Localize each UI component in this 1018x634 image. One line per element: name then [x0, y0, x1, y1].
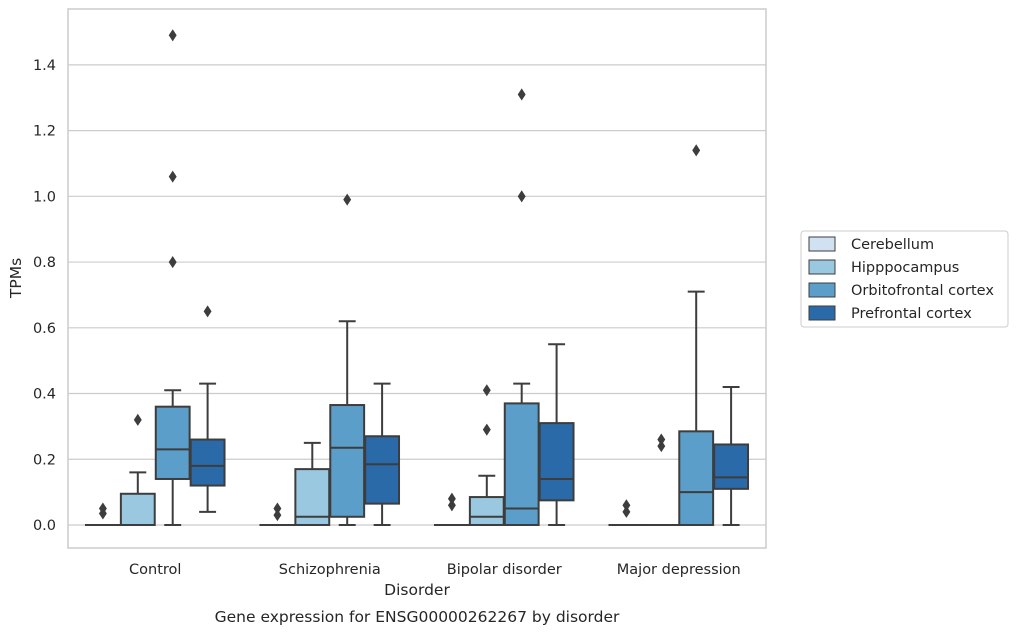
x-axis-label: Disorder — [384, 581, 450, 599]
outlier-point — [447, 499, 456, 512]
outlier-point — [273, 509, 282, 522]
legend-swatch — [808, 282, 836, 298]
box-1-2 — [329, 193, 366, 526]
box — [119, 492, 156, 526]
box — [329, 404, 366, 518]
box-2-2 — [503, 88, 540, 526]
box-2-1 — [468, 384, 505, 526]
outlier-point — [517, 88, 526, 101]
legend-label: Orbitofrontal cortex — [851, 283, 994, 299]
plot-frame — [67, 8, 767, 549]
outlier-point — [692, 144, 701, 157]
outlier-point — [168, 256, 177, 269]
box-3-3 — [713, 385, 750, 526]
box-layer — [84, 29, 750, 527]
outlier-point — [447, 492, 456, 505]
outlier-point — [657, 440, 666, 453]
x-tick-labels: Control Schizophrenia Bipolar disorder Majo… — [129, 562, 741, 578]
box — [503, 402, 540, 526]
legend: Cerebellum Hipppocampus Orbitofrontal cort… — [800, 230, 1009, 328]
box-2-3 — [538, 343, 575, 526]
box — [713, 443, 750, 490]
box — [468, 496, 505, 526]
outlier-point — [133, 413, 142, 426]
box-0-1 — [119, 413, 156, 526]
y-tick-label: 1.4 — [33, 58, 56, 74]
y-tick-label: 0.8 — [33, 255, 56, 271]
box — [538, 422, 575, 502]
x-tick-label: Major depression — [617, 562, 741, 578]
y-tick-label: 0.0 — [33, 518, 56, 534]
box — [189, 438, 226, 487]
y-tick-label: 0.2 — [33, 452, 56, 468]
box-0-3 — [189, 305, 226, 513]
y-tick-label: 1.0 — [33, 189, 56, 205]
legend-label: Cerebellum — [851, 237, 934, 253]
legend-swatch — [808, 305, 836, 321]
outlier-point — [168, 170, 177, 183]
chart-caption: Gene expression for ENSG00000262267 by d… — [215, 608, 620, 626]
outlier-point — [482, 423, 491, 436]
outlier-point — [273, 502, 282, 515]
x-tick-label: Schizophrenia — [279, 562, 381, 578]
x-tick-label: Control — [129, 562, 181, 578]
box-1-0 — [259, 502, 296, 527]
box-1-3 — [364, 382, 401, 526]
y-axis-label: TPMs — [7, 258, 25, 299]
outlier-point — [343, 193, 352, 206]
y-tick-labels: 0.0 0.2 0.4 0.6 0.8 1.0 1.2 1.4 — [33, 58, 56, 534]
outlier-point — [622, 499, 631, 512]
legend-label: Hipppocampus — [851, 260, 959, 276]
legend-frame — [800, 230, 1009, 328]
box — [154, 405, 191, 480]
legend-label: Prefrontal cortex — [851, 306, 972, 322]
box-3-1 — [643, 433, 680, 527]
box — [294, 468, 331, 526]
box — [364, 435, 401, 505]
outlier-point — [622, 505, 631, 518]
outlier-point — [98, 502, 107, 515]
box-2-0 — [433, 492, 470, 527]
outlier-point — [168, 29, 177, 42]
outlier-point — [482, 384, 491, 397]
legend-swatch — [808, 236, 836, 252]
box-1-1 — [294, 441, 331, 526]
box-0-2 — [154, 29, 191, 526]
box — [678, 430, 715, 526]
y-tick-label: 1.2 — [33, 124, 56, 140]
box-3-0 — [608, 499, 645, 527]
box-0-0 — [84, 502, 121, 527]
legend-swatch — [808, 259, 836, 275]
outlier-point — [657, 433, 666, 446]
legend-items: Cerebellum Hipppocampus Orbitofrontal cort… — [808, 236, 994, 322]
outlier-point — [203, 305, 212, 318]
y-tick-label: 0.4 — [33, 387, 56, 403]
box-3-2 — [678, 144, 715, 526]
y-tick-label: 0.6 — [33, 321, 56, 337]
outlier-point — [517, 190, 526, 203]
x-tick-label: Bipolar disorder — [447, 562, 562, 578]
